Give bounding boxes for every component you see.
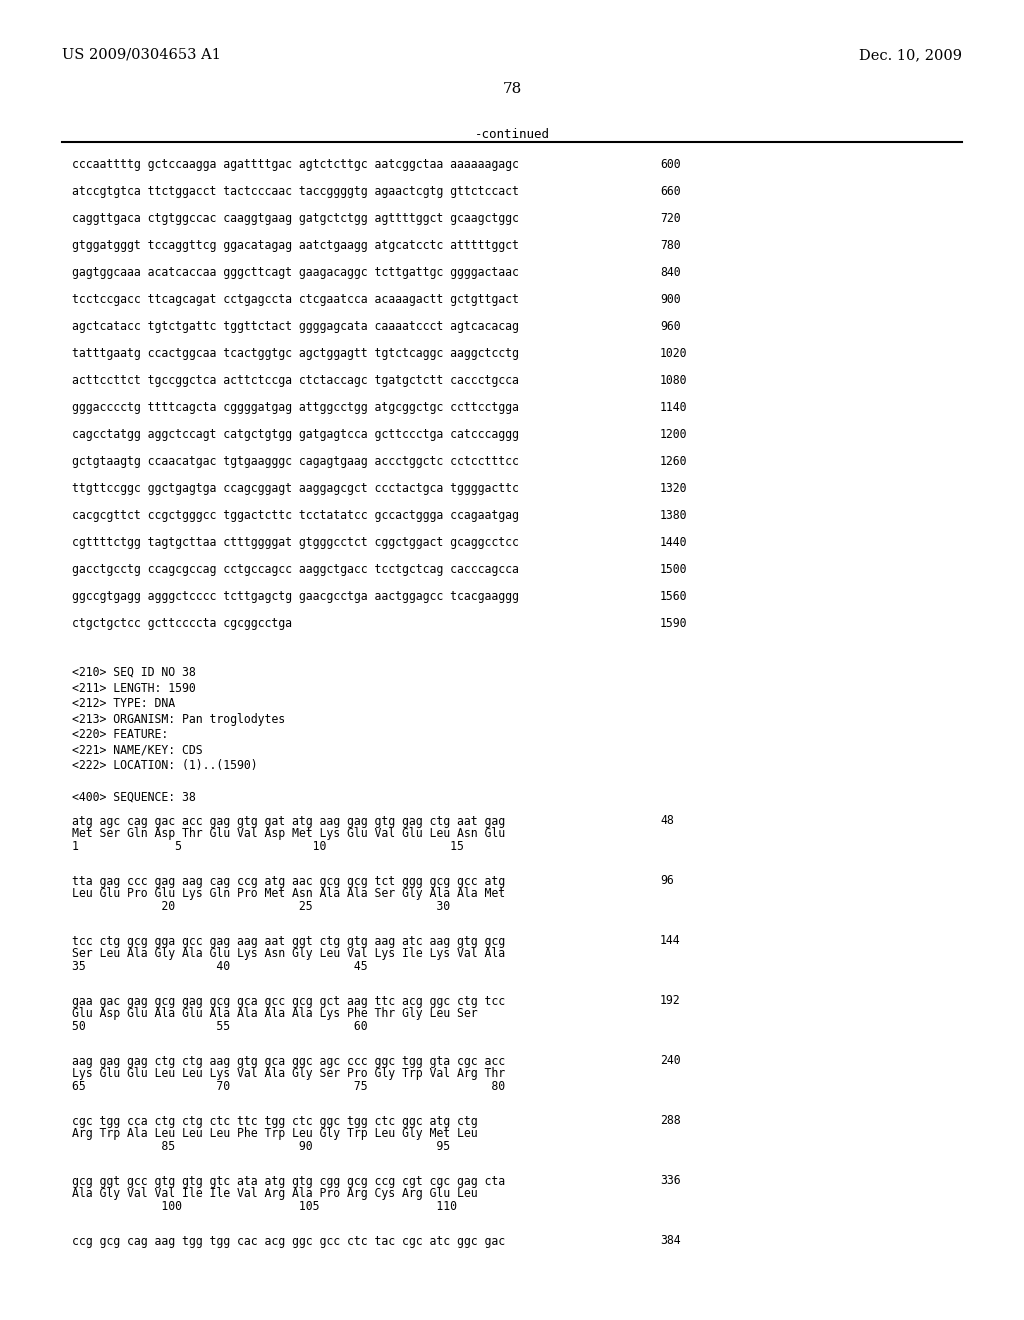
Text: cagcctatgg aggctccagt catgctgtgg gatgagtcca gcttccctga catcccaggg: cagcctatgg aggctccagt catgctgtgg gatgagt…: [72, 428, 519, 441]
Text: 720: 720: [660, 213, 681, 224]
Text: 1140: 1140: [660, 401, 687, 414]
Text: acttccttct tgccggctca acttctccga ctctaccagc tgatgctctt caccctgcca: acttccttct tgccggctca acttctccga ctctacc…: [72, 374, 519, 387]
Text: 1320: 1320: [660, 482, 687, 495]
Text: Arg Trp Ala Leu Leu Leu Phe Trp Leu Gly Trp Leu Gly Met Leu: Arg Trp Ala Leu Leu Leu Phe Trp Leu Gly …: [72, 1127, 477, 1140]
Text: 288: 288: [660, 1114, 681, 1127]
Text: 1              5                   10                  15: 1 5 10 15: [72, 841, 464, 854]
Text: tatttgaatg ccactggcaa tcactggtgc agctggagtt tgtctcaggc aaggctcctg: tatttgaatg ccactggcaa tcactggtgc agctgga…: [72, 347, 519, 360]
Text: 100                 105                 110: 100 105 110: [72, 1200, 457, 1213]
Text: 780: 780: [660, 239, 681, 252]
Text: gggacccctg ttttcagcta cggggatgag attggcctgg atgcggctgc ccttcctgga: gggacccctg ttttcagcta cggggatgag attggcc…: [72, 401, 519, 414]
Text: gctgtaagtg ccaacatgac tgtgaagggc cagagtgaag accctggctc cctcctttcc: gctgtaagtg ccaacatgac tgtgaagggc cagagtg…: [72, 455, 519, 469]
Text: 48: 48: [660, 814, 674, 828]
Text: 240: 240: [660, 1055, 681, 1068]
Text: 78: 78: [503, 82, 521, 96]
Text: <212> TYPE: DNA: <212> TYPE: DNA: [72, 697, 175, 710]
Text: ttgttccggc ggctgagtga ccagcggagt aaggagcgct ccctactgca tggggacttc: ttgttccggc ggctgagtga ccagcggagt aaggagc…: [72, 482, 519, 495]
Text: 1560: 1560: [660, 590, 687, 603]
Text: 336: 336: [660, 1175, 681, 1188]
Text: -continued: -continued: [474, 128, 550, 141]
Text: atccgtgtca ttctggacct tactcccaac taccggggtg agaactcgtg gttctccact: atccgtgtca ttctggacct tactcccaac taccggg…: [72, 185, 519, 198]
Text: gagtggcaaa acatcaccaa gggcttcagt gaagacaggc tcttgattgc ggggactaac: gagtggcaaa acatcaccaa gggcttcagt gaagaca…: [72, 267, 519, 279]
Text: <210> SEQ ID NO 38: <210> SEQ ID NO 38: [72, 667, 196, 678]
Text: <213> ORGANISM: Pan troglodytes: <213> ORGANISM: Pan troglodytes: [72, 713, 285, 726]
Text: Glu Asp Glu Ala Glu Ala Ala Ala Ala Lys Phe Thr Gly Leu Ser: Glu Asp Glu Ala Glu Ala Ala Ala Ala Lys …: [72, 1007, 477, 1020]
Text: gtggatgggt tccaggttcg ggacatagag aatctgaagg atgcatcctc atttttggct: gtggatgggt tccaggttcg ggacatagag aatctga…: [72, 239, 519, 252]
Text: Lys Glu Glu Leu Leu Lys Val Ala Gly Ser Pro Gly Trp Val Arg Thr: Lys Glu Glu Leu Leu Lys Val Ala Gly Ser …: [72, 1068, 505, 1081]
Text: ctgctgctcc gcttccccta cgcggcctga: ctgctgctcc gcttccccta cgcggcctga: [72, 616, 292, 630]
Text: atg agc cag gac acc gag gtg gat atg aag gag gtg gag ctg aat gag: atg agc cag gac acc gag gtg gat atg aag …: [72, 814, 505, 828]
Text: tcc ctg gcg gga gcc gag aag aat ggt ctg gtg aag atc aag gtg gcg: tcc ctg gcg gga gcc gag aag aat ggt ctg …: [72, 935, 505, 948]
Text: 1500: 1500: [660, 564, 687, 576]
Text: Met Ser Gln Asp Thr Glu Val Asp Met Lys Glu Val Glu Leu Asn Glu: Met Ser Gln Asp Thr Glu Val Asp Met Lys …: [72, 828, 505, 841]
Text: 960: 960: [660, 319, 681, 333]
Text: 192: 192: [660, 994, 681, 1007]
Text: Ser Leu Ala Gly Ala Glu Lys Asn Gly Leu Val Lys Ile Lys Val Ala: Ser Leu Ala Gly Ala Glu Lys Asn Gly Leu …: [72, 948, 505, 961]
Text: gaa gac gag gcg gag gcg gca gcc gcg gct aag ttc acg ggc ctg tcc: gaa gac gag gcg gag gcg gca gcc gcg gct …: [72, 994, 505, 1007]
Text: tcctccgacc ttcagcagat cctgagccta ctcgaatcca acaaagactt gctgttgact: tcctccgacc ttcagcagat cctgagccta ctcgaat…: [72, 293, 519, 306]
Text: ccg gcg cag aag tgg tgg cac acg ggc gcc ctc tac cgc atc ggc gac: ccg gcg cag aag tgg tgg cac acg ggc gcc …: [72, 1234, 505, 1247]
Text: 144: 144: [660, 935, 681, 948]
Text: 65                   70                  75                  80: 65 70 75 80: [72, 1081, 505, 1093]
Text: 1380: 1380: [660, 510, 687, 521]
Text: 96: 96: [660, 874, 674, 887]
Text: <222> LOCATION: (1)..(1590): <222> LOCATION: (1)..(1590): [72, 759, 258, 772]
Text: tta gag ccc gag aag cag ccg atg aac gcg gcg tct ggg gcg gcc atg: tta gag ccc gag aag cag ccg atg aac gcg …: [72, 874, 505, 887]
Text: 35                   40                  45: 35 40 45: [72, 961, 368, 974]
Text: 840: 840: [660, 267, 681, 279]
Text: Ala Gly Val Val Ile Ile Val Arg Ala Pro Arg Cys Arg Glu Leu: Ala Gly Val Val Ile Ile Val Arg Ala Pro …: [72, 1188, 477, 1200]
Text: 900: 900: [660, 293, 681, 306]
Text: Leu Glu Pro Glu Lys Gln Pro Met Asn Ala Ala Ser Gly Ala Ala Met: Leu Glu Pro Glu Lys Gln Pro Met Asn Ala …: [72, 887, 505, 900]
Text: <211> LENGTH: 1590: <211> LENGTH: 1590: [72, 681, 196, 694]
Text: 1440: 1440: [660, 536, 687, 549]
Text: 1020: 1020: [660, 347, 687, 360]
Text: cgc tgg cca ctg ctg ctc ttc tgg ctc ggc tgg ctc ggc atg ctg: cgc tgg cca ctg ctg ctc ttc tgg ctc ggc …: [72, 1114, 477, 1127]
Text: 600: 600: [660, 158, 681, 172]
Text: agctcatacc tgtctgattc tggttctact ggggagcata caaaatccct agtcacacag: agctcatacc tgtctgattc tggttctact ggggagc…: [72, 319, 519, 333]
Text: caggttgaca ctgtggccac caaggtgaag gatgctctgg agttttggct gcaagctggc: caggttgaca ctgtggccac caaggtgaag gatgctc…: [72, 213, 519, 224]
Text: 50                   55                  60: 50 55 60: [72, 1020, 368, 1034]
Text: 1590: 1590: [660, 616, 687, 630]
Text: 20                  25                  30: 20 25 30: [72, 900, 451, 913]
Text: <400> SEQUENCE: 38: <400> SEQUENCE: 38: [72, 791, 196, 804]
Text: cacgcgttct ccgctgggcc tggactcttc tcctatatcc gccactggga ccagaatgag: cacgcgttct ccgctgggcc tggactcttc tcctata…: [72, 510, 519, 521]
Text: gacctgcctg ccagcgccag cctgccagcc aaggctgacc tcctgctcag cacccagcca: gacctgcctg ccagcgccag cctgccagcc aaggctg…: [72, 564, 519, 576]
Text: US 2009/0304653 A1: US 2009/0304653 A1: [62, 48, 221, 62]
Text: 85                  90                  95: 85 90 95: [72, 1140, 451, 1154]
Text: <221> NAME/KEY: CDS: <221> NAME/KEY: CDS: [72, 743, 203, 756]
Text: 384: 384: [660, 1234, 681, 1247]
Text: Dec. 10, 2009: Dec. 10, 2009: [859, 48, 962, 62]
Text: cccaattttg gctccaagga agattttgac agtctcttgc aatcggctaa aaaaaagagc: cccaattttg gctccaagga agattttgac agtctct…: [72, 158, 519, 172]
Text: gcg ggt gcc gtg gtg gtc ata atg gtg cgg gcg ccg cgt cgc gag cta: gcg ggt gcc gtg gtg gtc ata atg gtg cgg …: [72, 1175, 505, 1188]
Text: cgttttctgg tagtgcttaa ctttggggat gtgggcctct cggctggact gcaggcctcc: cgttttctgg tagtgcttaa ctttggggat gtgggcc…: [72, 536, 519, 549]
Text: aag gag gag ctg ctg aag gtg gca ggc agc ccc ggc tgg gta cgc acc: aag gag gag ctg ctg aag gtg gca ggc agc …: [72, 1055, 505, 1068]
Text: 1200: 1200: [660, 428, 687, 441]
Text: 1080: 1080: [660, 374, 687, 387]
Text: <220> FEATURE:: <220> FEATURE:: [72, 729, 168, 741]
Text: 1260: 1260: [660, 455, 687, 469]
Text: ggccgtgagg agggctcccc tcttgagctg gaacgcctga aactggagcc tcacgaaggg: ggccgtgagg agggctcccc tcttgagctg gaacgcc…: [72, 590, 519, 603]
Text: 660: 660: [660, 185, 681, 198]
